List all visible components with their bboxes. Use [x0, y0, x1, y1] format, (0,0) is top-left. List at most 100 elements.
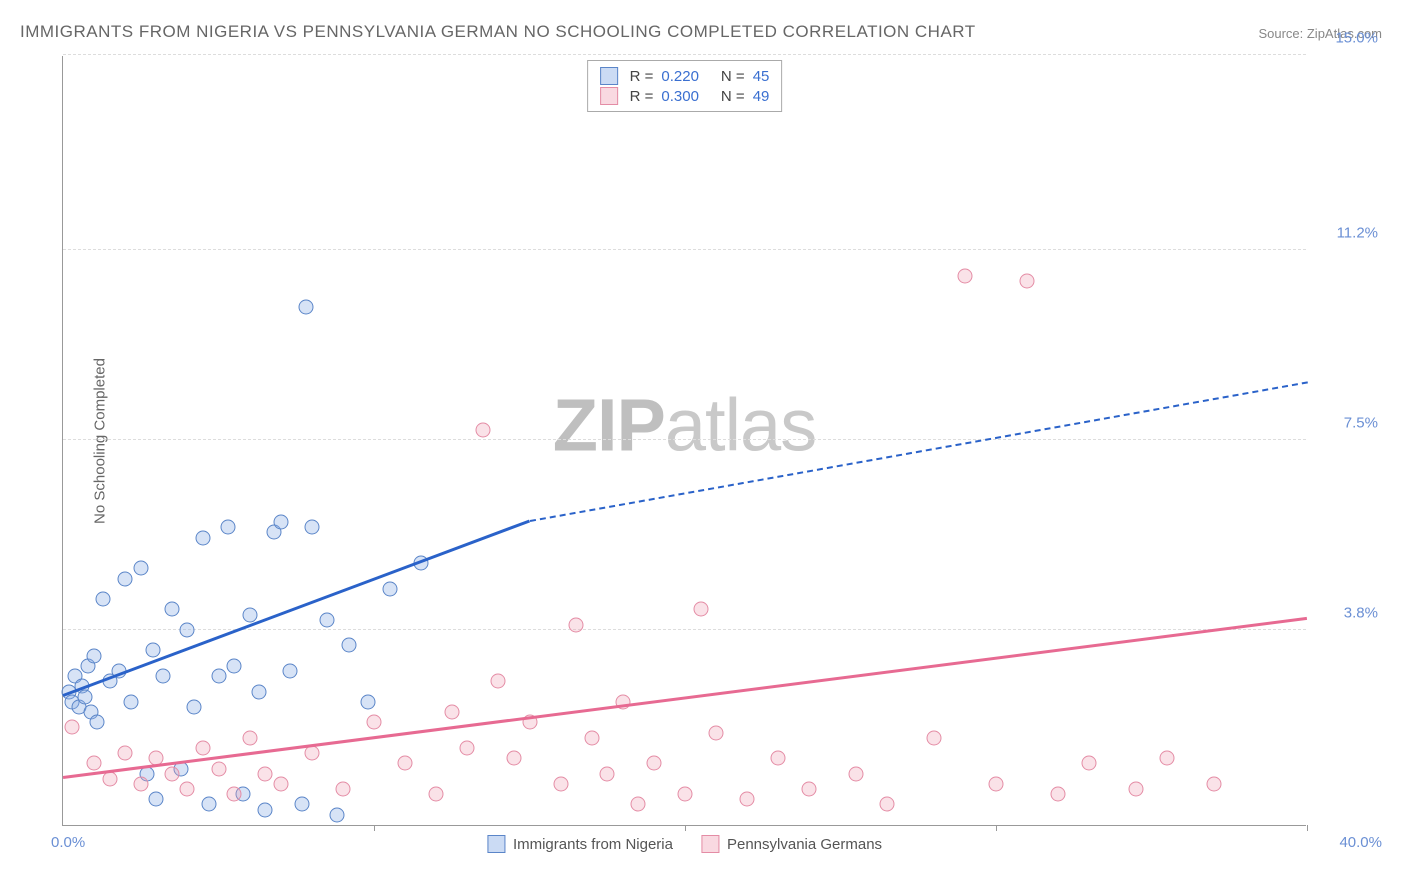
legend-label: Pennsylvania Germans: [727, 836, 882, 853]
data-point: [957, 268, 972, 283]
data-point: [553, 776, 568, 791]
legend-swatch: [701, 835, 719, 853]
stat-r-value: 0.300: [661, 88, 699, 105]
data-point: [242, 730, 257, 745]
data-point: [195, 741, 210, 756]
data-point: [273, 776, 288, 791]
data-point: [342, 638, 357, 653]
y-tick-label: 3.8%: [1314, 604, 1378, 621]
data-point: [146, 643, 161, 658]
legend: Immigrants from Nigeria Pennsylvania Germ…: [487, 835, 882, 853]
stat-row: R = 0.300 N = 49: [600, 86, 770, 106]
data-point: [1020, 273, 1035, 288]
stat-r-label: R =: [630, 68, 654, 85]
data-point: [1082, 756, 1097, 771]
stat-n-value: 49: [753, 88, 770, 105]
x-tick-mark: [1307, 825, 1308, 831]
stat-r-label: R =: [630, 88, 654, 105]
data-point: [802, 782, 817, 797]
data-point: [87, 648, 102, 663]
data-point: [880, 797, 895, 812]
x-axis-max-label: 40.0%: [1339, 834, 1382, 851]
data-point: [444, 705, 459, 720]
data-point: [118, 571, 133, 586]
data-point: [202, 797, 217, 812]
data-point: [926, 730, 941, 745]
data-point: [258, 766, 273, 781]
data-point: [195, 530, 210, 545]
data-point: [1128, 782, 1143, 797]
data-point: [96, 592, 111, 607]
data-point: [678, 787, 693, 802]
watermark: ZIPatlas: [553, 383, 816, 468]
data-point: [631, 797, 646, 812]
y-tick-label: 7.5%: [1314, 415, 1378, 432]
stat-row: R =0.220N =45: [600, 66, 770, 86]
stat-swatch: [600, 87, 618, 105]
data-point: [335, 782, 350, 797]
data-point: [320, 612, 335, 627]
data-point: [506, 751, 521, 766]
legend-swatch: [487, 835, 505, 853]
data-point: [709, 725, 724, 740]
data-point: [155, 669, 170, 684]
data-point: [118, 746, 133, 761]
data-point: [1051, 787, 1066, 802]
data-point: [989, 776, 1004, 791]
data-point: [90, 715, 105, 730]
data-point: [180, 782, 195, 797]
data-point: [273, 515, 288, 530]
data-point: [87, 756, 102, 771]
data-point: [329, 807, 344, 822]
gridline: [63, 439, 1306, 440]
data-point: [491, 674, 506, 689]
stat-r-value: 0.220: [661, 68, 699, 85]
legend-item: Immigrants from Nigeria: [487, 835, 673, 853]
data-point: [398, 756, 413, 771]
data-point: [164, 602, 179, 617]
data-point: [771, 751, 786, 766]
stat-n-value: 45: [753, 68, 770, 85]
data-point: [220, 520, 235, 535]
data-point: [646, 756, 661, 771]
data-point: [149, 792, 164, 807]
watermark-bold: ZIP: [553, 384, 665, 467]
y-tick-label: 15.0%: [1314, 30, 1378, 47]
gridline: [63, 629, 1306, 630]
data-point: [1160, 751, 1175, 766]
data-point: [460, 741, 475, 756]
stats-box: R = 0.220 N = 45R = 0.300 N = 49: [587, 60, 783, 112]
watermark-light: atlas: [665, 384, 816, 467]
data-point: [295, 797, 310, 812]
data-point: [242, 607, 257, 622]
data-point: [849, 766, 864, 781]
gridline: [63, 54, 1306, 55]
data-point: [475, 422, 490, 437]
data-point: [133, 561, 148, 576]
x-tick-mark: [374, 825, 375, 831]
stat-n-label: N =: [721, 88, 745, 105]
data-point: [211, 761, 226, 776]
data-point: [65, 720, 80, 735]
data-point: [251, 684, 266, 699]
data-point: [211, 669, 226, 684]
data-point: [180, 622, 195, 637]
data-point: [124, 694, 139, 709]
data-point: [740, 792, 755, 807]
gridline: [63, 249, 1306, 250]
stat-swatch: [600, 67, 618, 85]
data-point: [569, 617, 584, 632]
x-axis-min-label: 0.0%: [51, 834, 85, 851]
data-point: [429, 787, 444, 802]
data-point: [693, 602, 708, 617]
legend-label: Immigrants from Nigeria: [513, 836, 673, 853]
data-point: [164, 766, 179, 781]
data-point: [584, 730, 599, 745]
data-point: [382, 581, 397, 596]
data-point: [133, 776, 148, 791]
data-point: [186, 699, 201, 714]
data-point: [77, 689, 92, 704]
x-tick-mark: [996, 825, 997, 831]
data-point: [283, 664, 298, 679]
data-point: [227, 787, 242, 802]
